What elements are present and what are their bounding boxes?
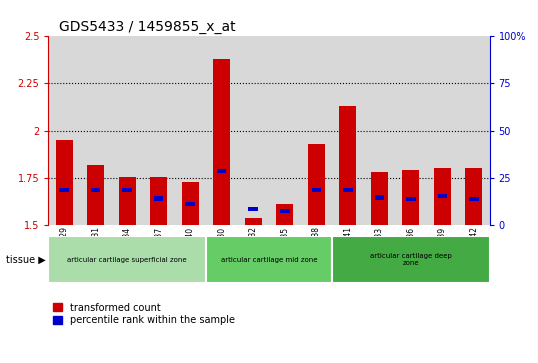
Bar: [276, 204, 293, 225]
Bar: [280, 209, 289, 213]
Bar: [308, 144, 325, 225]
Bar: [80, 36, 111, 225]
Bar: [48, 36, 80, 225]
Bar: [269, 36, 301, 225]
Bar: [339, 106, 357, 225]
Bar: [458, 36, 490, 225]
Bar: [371, 172, 388, 225]
Legend: transformed count, percentile rank within the sample: transformed count, percentile rank withi…: [53, 302, 235, 326]
Text: articular cartilage deep
zone: articular cartilage deep zone: [370, 253, 452, 266]
Bar: [245, 217, 262, 225]
Bar: [118, 177, 136, 225]
Bar: [364, 36, 395, 225]
Bar: [465, 168, 483, 225]
Text: articular cartilage mid zone: articular cartilage mid zone: [221, 257, 317, 262]
Bar: [186, 202, 195, 206]
Bar: [343, 188, 352, 192]
Bar: [332, 36, 364, 225]
Bar: [48, 236, 206, 283]
Bar: [312, 188, 321, 192]
Bar: [237, 36, 269, 225]
Bar: [154, 196, 164, 200]
Bar: [181, 182, 199, 225]
Bar: [213, 59, 230, 225]
Bar: [174, 36, 206, 225]
Bar: [395, 36, 427, 225]
Bar: [402, 170, 420, 225]
Bar: [427, 36, 458, 225]
Bar: [143, 36, 174, 225]
Bar: [87, 165, 104, 225]
Text: articular cartilage superficial zone: articular cartilage superficial zone: [67, 257, 187, 262]
Bar: [91, 188, 101, 192]
Bar: [206, 236, 332, 283]
Bar: [249, 207, 258, 211]
Bar: [469, 197, 479, 201]
Bar: [59, 188, 69, 192]
Bar: [55, 140, 73, 225]
Bar: [437, 193, 447, 198]
Bar: [217, 169, 226, 173]
Bar: [434, 168, 451, 225]
Bar: [332, 236, 490, 283]
Bar: [301, 36, 332, 225]
Bar: [111, 36, 143, 225]
Text: GDS5433 / 1459855_x_at: GDS5433 / 1459855_x_at: [59, 20, 236, 34]
Bar: [123, 188, 132, 192]
Bar: [150, 178, 167, 225]
Bar: [206, 36, 237, 225]
Bar: [374, 195, 384, 200]
Bar: [406, 197, 415, 201]
Text: tissue ▶: tissue ▶: [6, 254, 46, 265]
